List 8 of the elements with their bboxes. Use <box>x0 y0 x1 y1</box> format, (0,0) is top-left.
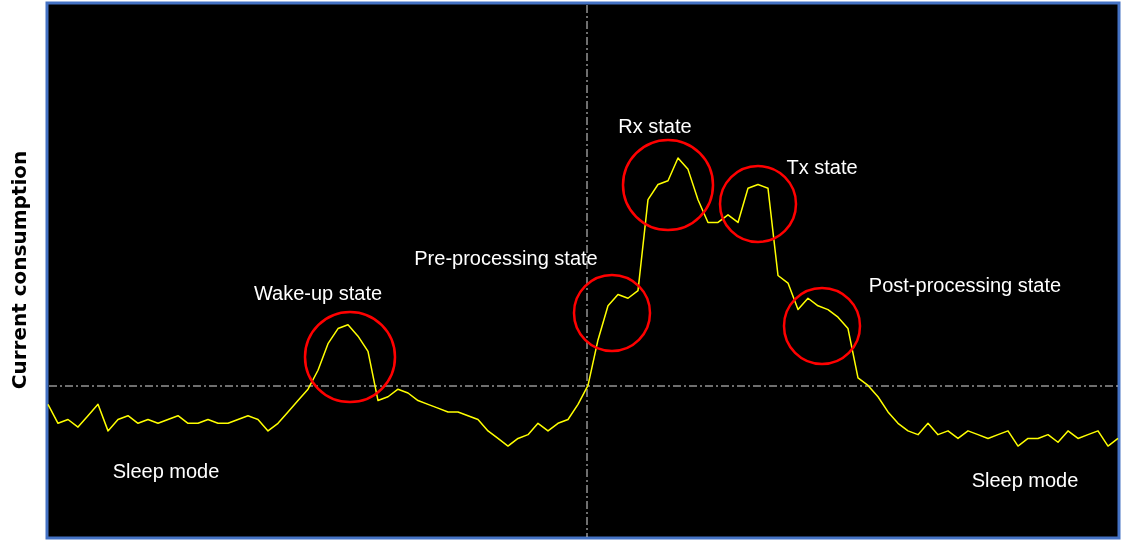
annotation: Sleep mode <box>112 460 220 482</box>
annotation: Tx state <box>786 156 858 178</box>
annotation: Pre-processing state <box>414 247 598 269</box>
annotation: Post-processing state <box>868 274 1062 296</box>
text: Rx state <box>618 115 692 137</box>
annotation: Wake-up state <box>253 282 383 304</box>
annotation: Sleep mode <box>971 469 1079 491</box>
y-axis-title: Current consumption <box>7 150 31 390</box>
